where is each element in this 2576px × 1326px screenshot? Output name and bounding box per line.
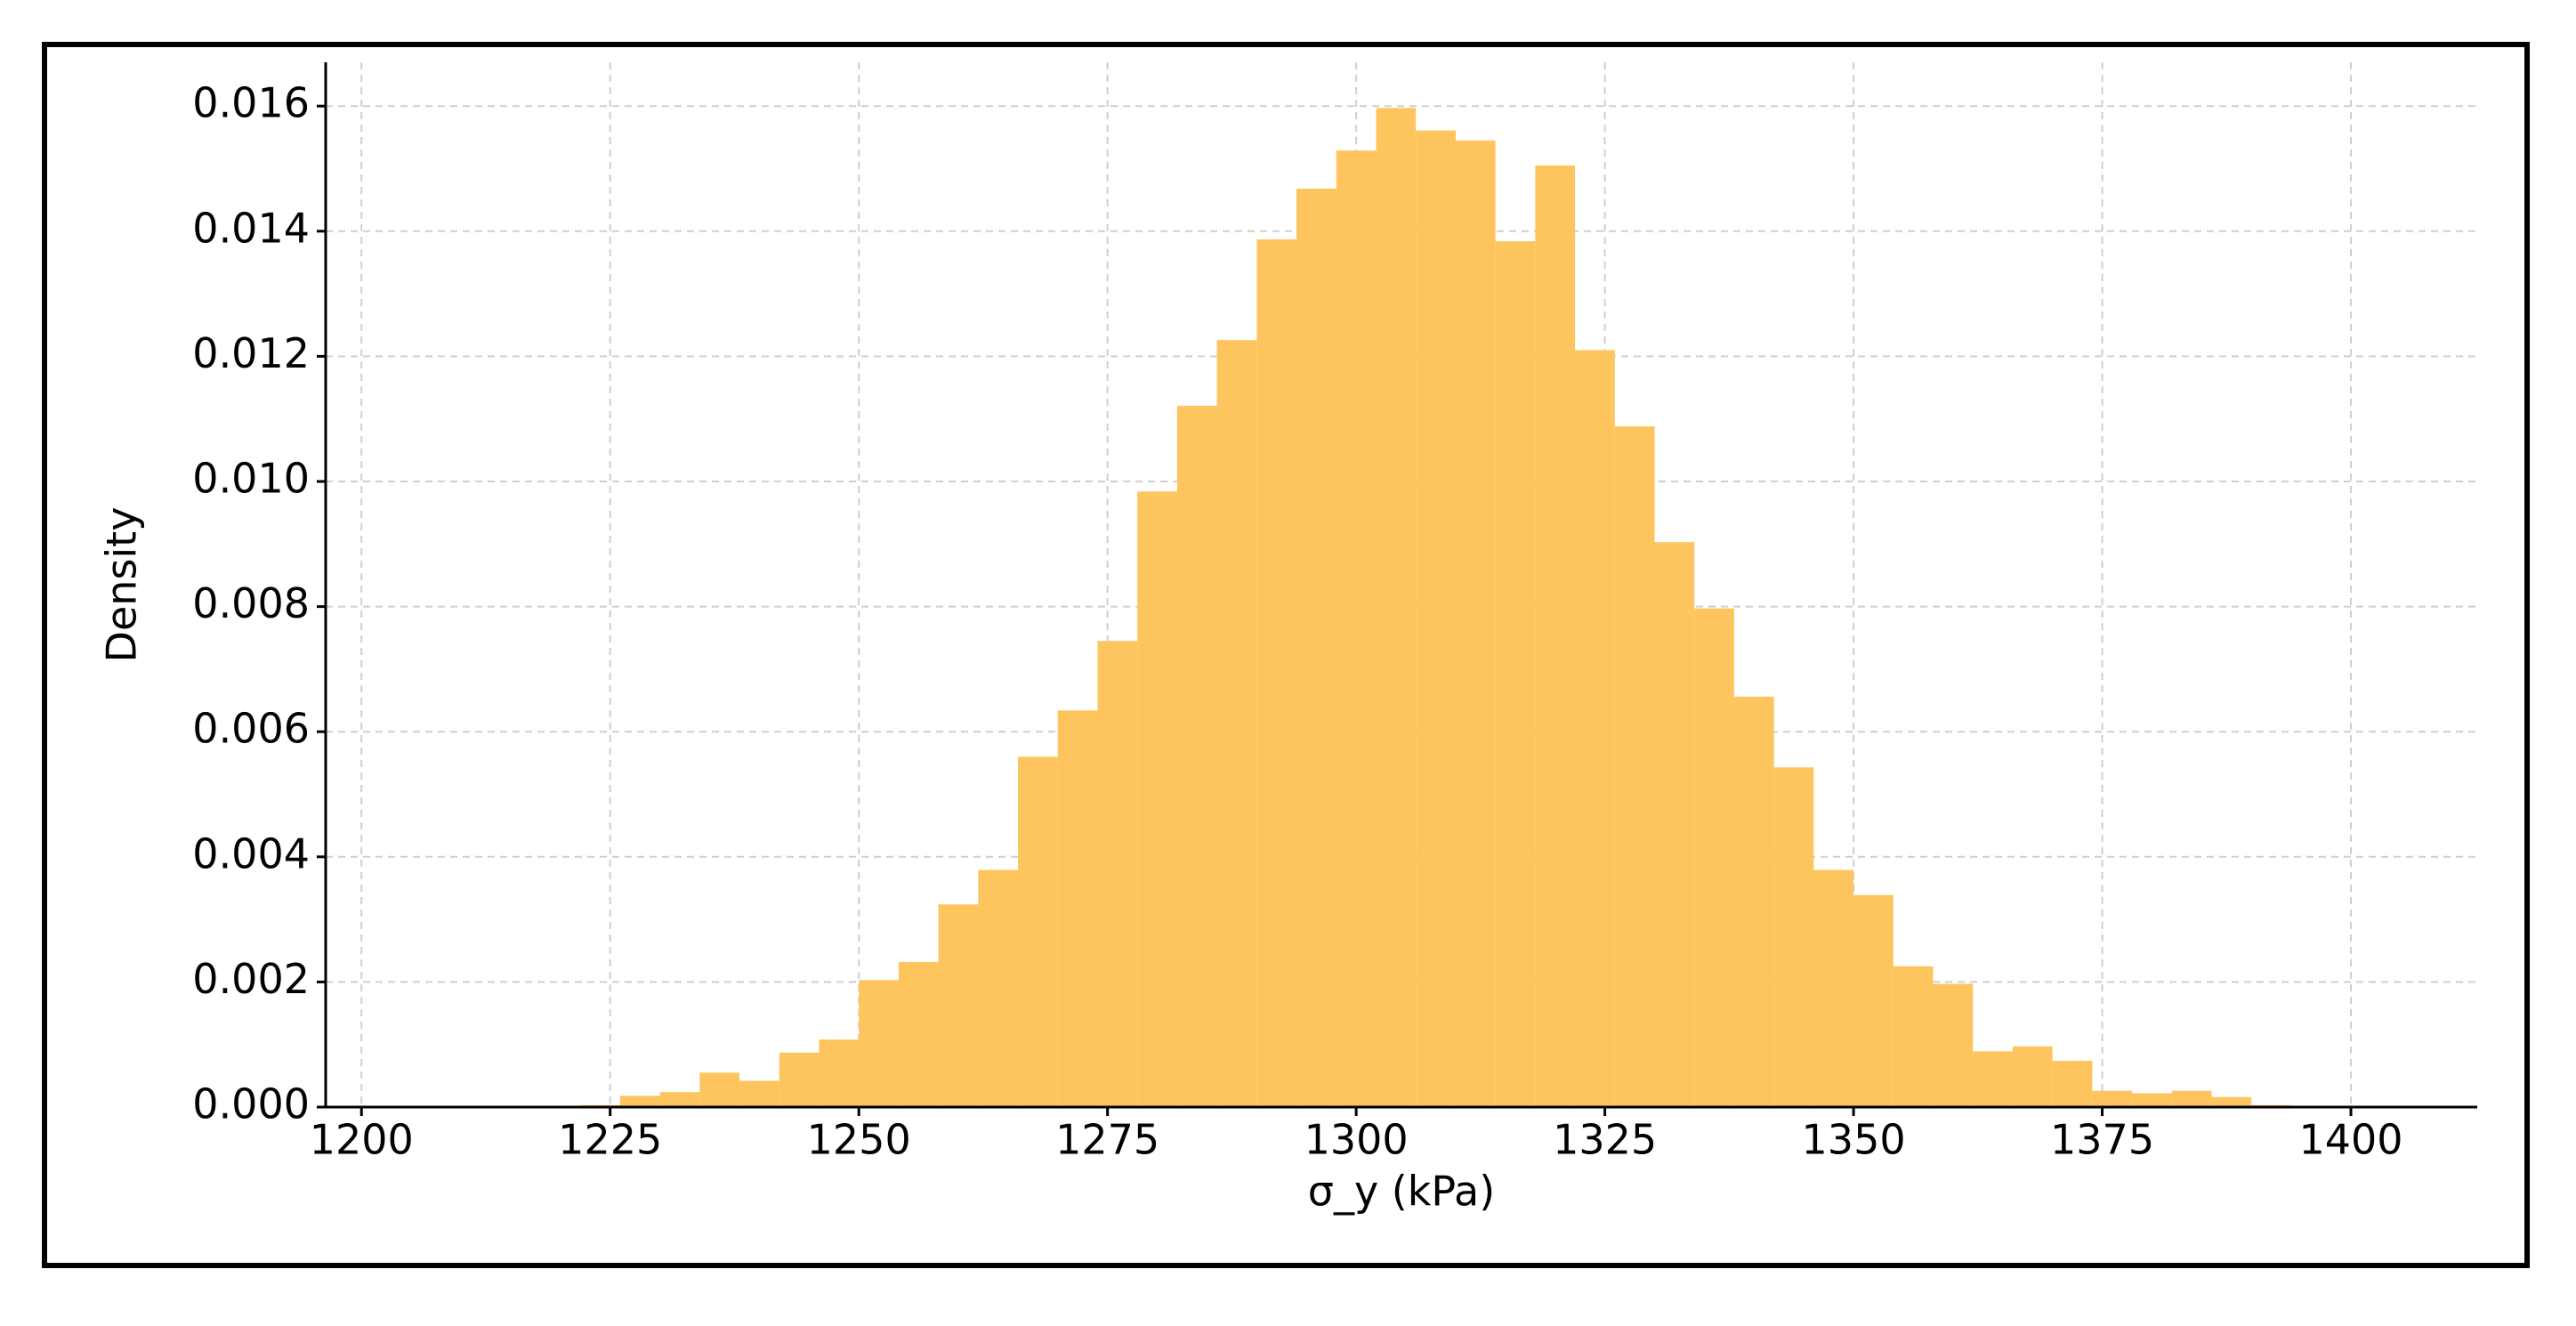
y-tick-label: 0.004	[192, 829, 310, 877]
y-tick-label: 0.000	[192, 1080, 310, 1128]
y-tick-label: 0.012	[192, 329, 310, 377]
x-tick-label: 1350	[1802, 1116, 1906, 1164]
bar	[1256, 239, 1297, 1108]
bar	[1973, 1051, 2013, 1107]
bar	[2132, 1093, 2172, 1107]
x-tick-label: 1400	[2298, 1116, 2402, 1164]
bar	[1097, 641, 1138, 1107]
y-tick-label: 0.014	[192, 204, 310, 252]
bar	[1296, 189, 1336, 1108]
bar	[1773, 767, 1814, 1107]
x-tick-label: 1250	[807, 1116, 911, 1164]
bar	[938, 904, 979, 1107]
bar	[1336, 150, 1377, 1107]
bar	[1614, 426, 1655, 1107]
bar	[1376, 108, 1417, 1107]
bar	[1535, 165, 1576, 1107]
y-tick-label: 0.016	[192, 79, 310, 127]
bar	[1495, 241, 1536, 1107]
bar	[2211, 1096, 2252, 1107]
bar	[978, 869, 1019, 1107]
x-tick-label: 1300	[1304, 1116, 1409, 1164]
bar	[1733, 696, 1774, 1107]
x-tick-label: 1275	[1055, 1116, 1159, 1164]
bar	[859, 980, 899, 1107]
x-axis-label: σ_y (kPa)	[1308, 1168, 1495, 1216]
bar	[819, 1039, 860, 1107]
bar	[779, 1052, 820, 1107]
x-tick-label: 1200	[310, 1116, 414, 1164]
y-tick-label: 0.006	[192, 705, 310, 753]
x-tick-label: 1225	[558, 1116, 662, 1164]
bar	[2052, 1060, 2093, 1107]
bar	[2171, 1090, 2212, 1107]
bar	[2012, 1046, 2053, 1107]
bar	[1813, 869, 1854, 1107]
bar	[1018, 756, 1058, 1107]
bar	[1416, 130, 1456, 1107]
bar	[1216, 340, 1257, 1107]
bar	[1933, 983, 1974, 1107]
bar	[1694, 608, 1734, 1107]
bar	[1893, 966, 1934, 1107]
bar	[739, 1080, 779, 1107]
bar	[619, 1096, 660, 1107]
bar	[2092, 1090, 2133, 1107]
x-tick-label: 1375	[2050, 1116, 2154, 1164]
bar	[1057, 710, 1098, 1107]
bar	[1455, 140, 1496, 1107]
axes: 0.000 0.002 0.004 0.006 0.008 0.010 0.012 0.014…	[192, 62, 2477, 1164]
bar	[699, 1072, 740, 1107]
y-tick-label: 0.010	[192, 455, 310, 503]
bar	[1853, 894, 1894, 1107]
bars	[421, 108, 2331, 1108]
y-axis-label: Density	[98, 507, 146, 663]
x-tick-label: 1325	[1553, 1116, 1657, 1164]
bar	[1176, 405, 1217, 1107]
y-tick-label: 0.002	[192, 955, 310, 1003]
bar	[1137, 491, 1177, 1107]
bar	[659, 1092, 700, 1107]
frame	[42, 42, 2530, 1268]
y-tick-label: 0.008	[192, 579, 310, 627]
bar	[898, 961, 939, 1107]
bar	[1654, 542, 1695, 1107]
bar	[1575, 350, 1615, 1107]
